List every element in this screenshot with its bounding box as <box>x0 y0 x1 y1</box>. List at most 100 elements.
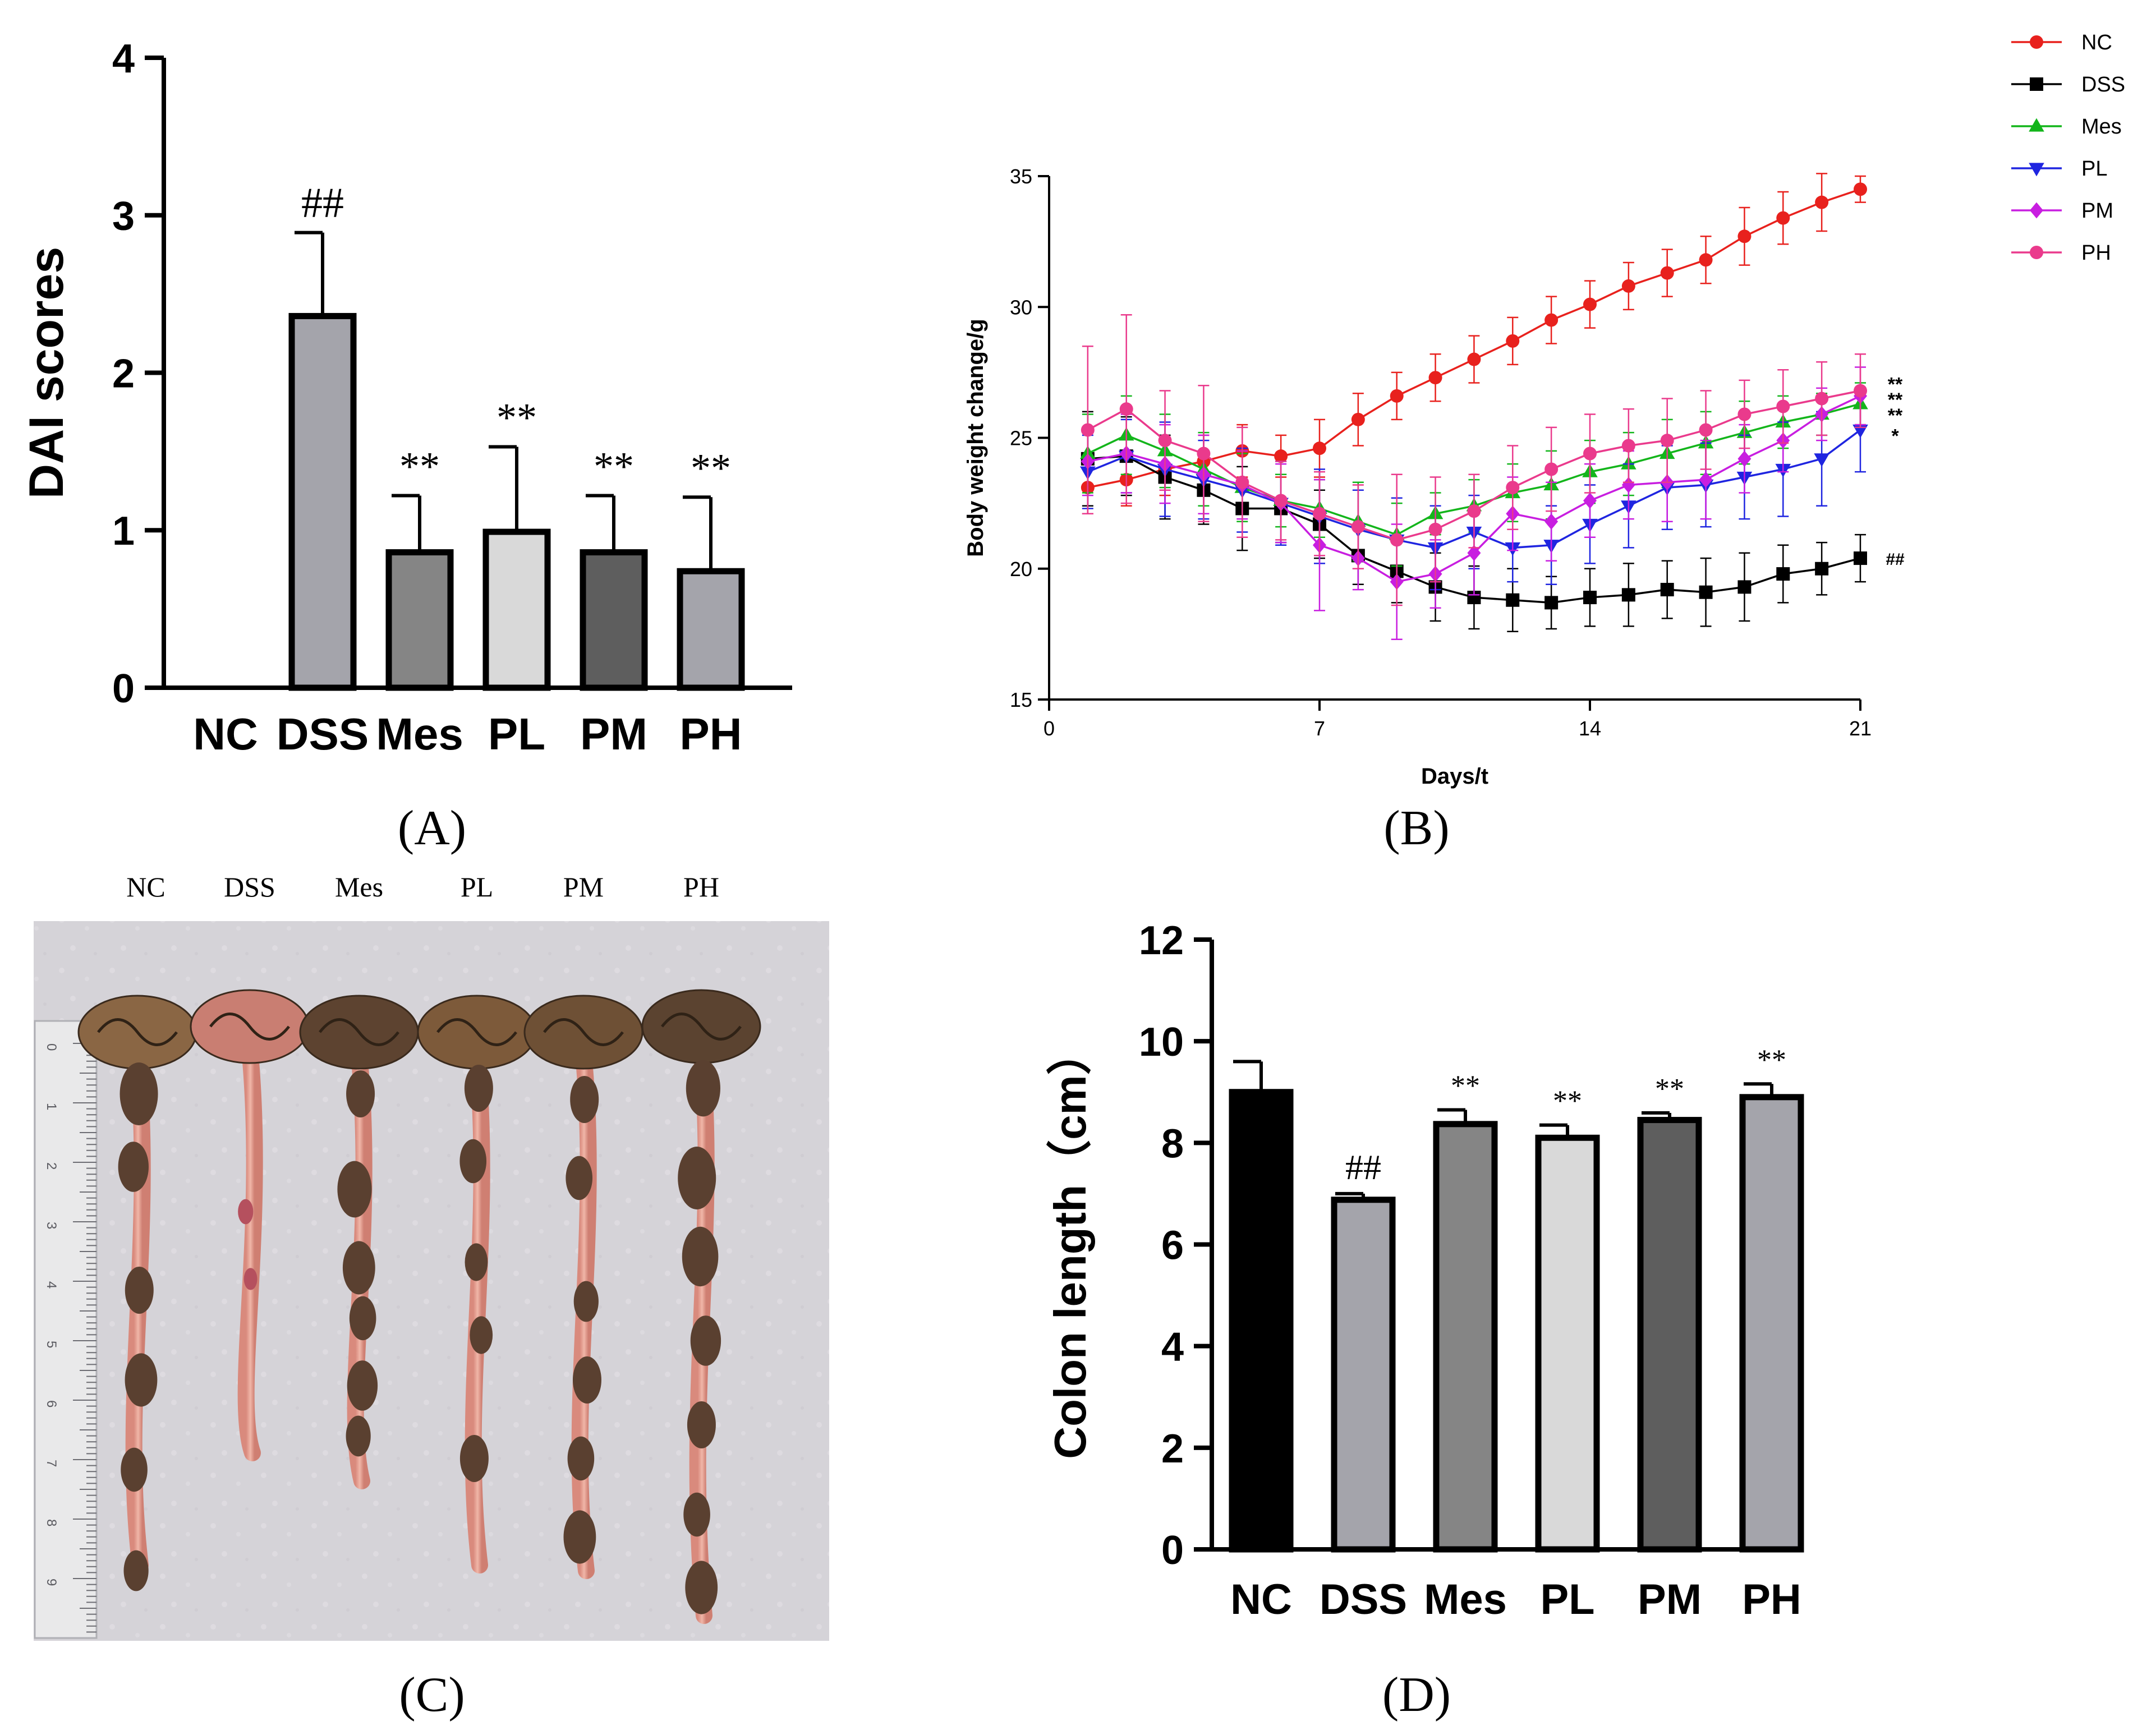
significance-label: ** <box>1451 1070 1480 1102</box>
cecum-fold <box>436 1018 517 1046</box>
legend-label: DSS <box>2081 73 2125 96</box>
fecal-pellet <box>243 1268 258 1290</box>
colon-nc <box>77 995 197 1591</box>
data-point <box>1544 462 1559 476</box>
fecal-pellet <box>563 1510 596 1564</box>
bar-nc <box>1229 1089 1294 1553</box>
ruler-number: 3 <box>44 1222 59 1229</box>
y-axis-label: DAI scores <box>20 247 73 499</box>
panel-a-dai-bar-chart: 0 1 2 3 4 DAI scores NC ## DSS ** Mes ** PL ** PM ** PH <box>20 36 792 759</box>
ruler-number: 8 <box>44 1519 59 1526</box>
ruler: 0 1 2 3 4 5 6 7 8 9 <box>34 1020 98 1639</box>
series-ph <box>1081 314 1867 606</box>
data-point <box>1158 434 1172 448</box>
fecal-pellet <box>690 1315 721 1366</box>
data-point <box>1660 266 1674 280</box>
data-point <box>1621 477 1635 493</box>
photo-label-pm: PM <box>563 871 604 903</box>
significance-label: ** <box>1655 1073 1684 1105</box>
fecal-pellet <box>682 1226 719 1287</box>
ruler-body <box>34 1020 98 1639</box>
panel-d-caption: (D) <box>1382 1668 1451 1722</box>
y-tick-label: 2 <box>112 351 135 396</box>
data-point <box>1544 513 1559 530</box>
colon-pm <box>523 995 643 1579</box>
fecal-pellet <box>459 1435 489 1482</box>
data-point <box>1583 447 1597 461</box>
bar-mes <box>1433 1121 1498 1553</box>
panel-b-caption: (B) <box>1383 801 1449 855</box>
data-point <box>1583 297 1597 311</box>
ruler-number: 9 <box>44 1579 59 1586</box>
bar-pm <box>580 549 648 691</box>
category-label: PH <box>679 709 742 759</box>
fecal-pellet <box>123 1550 149 1591</box>
data-point <box>1274 494 1288 508</box>
data-point <box>1621 588 1635 602</box>
bar-pl <box>1535 1134 1600 1553</box>
data-point <box>1660 583 1674 597</box>
legend-item-dss: DSS <box>2011 73 2125 96</box>
y-tick-label: 25 <box>1010 427 1032 450</box>
data-point <box>1699 585 1713 599</box>
fecal-pellet <box>346 1070 375 1117</box>
data-point <box>1776 211 1790 225</box>
data-point <box>1544 596 1559 610</box>
y-tick-label: 4 <box>1161 1325 1184 1370</box>
data-point <box>1313 441 1326 455</box>
fecal-pellet <box>125 1353 158 1407</box>
y-tick-label: 1 <box>112 509 135 554</box>
category-label: NC <box>1230 1576 1292 1623</box>
ruler-number: 1 <box>44 1103 59 1110</box>
fecal-pellet <box>570 1076 599 1123</box>
legend-item-pm: PM <box>2011 199 2113 223</box>
legend-label: NC <box>2081 31 2112 54</box>
legend-marker <box>2029 163 2044 177</box>
data-point <box>1776 399 1790 413</box>
photo-label-pl: PL <box>461 871 493 903</box>
data-point <box>1351 520 1365 534</box>
significance-label: ** <box>399 444 440 489</box>
y-tick-label: 20 <box>1010 558 1032 581</box>
data-point <box>1351 412 1365 426</box>
y-tick-label: 2 <box>1161 1427 1184 1471</box>
x-tick-label: 21 <box>1849 717 1872 740</box>
fecal-pellet <box>465 1243 488 1281</box>
series-nc <box>1081 173 1867 515</box>
cecum-fold <box>543 1018 624 1046</box>
category-label: NC <box>193 709 258 759</box>
data-point <box>1814 453 1829 467</box>
significance-label: * <box>1891 426 1899 447</box>
legend-item-nc: NC <box>2011 31 2112 54</box>
cecum-fold <box>319 1018 399 1046</box>
x-tick-label: 14 <box>1579 717 1601 740</box>
data-point <box>1854 384 1867 398</box>
colon-ph <box>641 989 761 1624</box>
data-point <box>1390 389 1404 403</box>
data-point <box>1467 352 1481 366</box>
colon-pl <box>417 995 537 1573</box>
category-label: DSS <box>277 709 369 759</box>
fecal-pellet <box>686 1060 720 1117</box>
category-label: PH <box>1742 1576 1801 1623</box>
data-point <box>1737 407 1752 421</box>
significance-label: ## <box>1886 550 1905 569</box>
legend-marker <box>2030 246 2043 259</box>
panel-c-caption: (C) <box>399 1668 465 1722</box>
legend: NC DSS Mes PL PM PH <box>2011 31 2125 265</box>
cecum-fold <box>97 1018 178 1046</box>
data-point <box>1506 593 1520 607</box>
fecal-pellet <box>118 1142 149 1192</box>
ruler-number: 7 <box>44 1460 59 1467</box>
colon-specimens <box>77 989 761 1624</box>
fecal-pellet <box>119 1062 158 1125</box>
significance-label: ** <box>1757 1044 1786 1076</box>
legend-marker <box>2029 118 2044 132</box>
significance-label: ** <box>594 444 634 489</box>
bar-ph <box>677 568 745 691</box>
category-label: Mes <box>376 709 463 759</box>
significance-label: ** <box>1888 374 1903 395</box>
fecal-pellet <box>238 1199 254 1225</box>
fecal-pellet <box>346 1415 371 1457</box>
data-point <box>1737 229 1752 243</box>
